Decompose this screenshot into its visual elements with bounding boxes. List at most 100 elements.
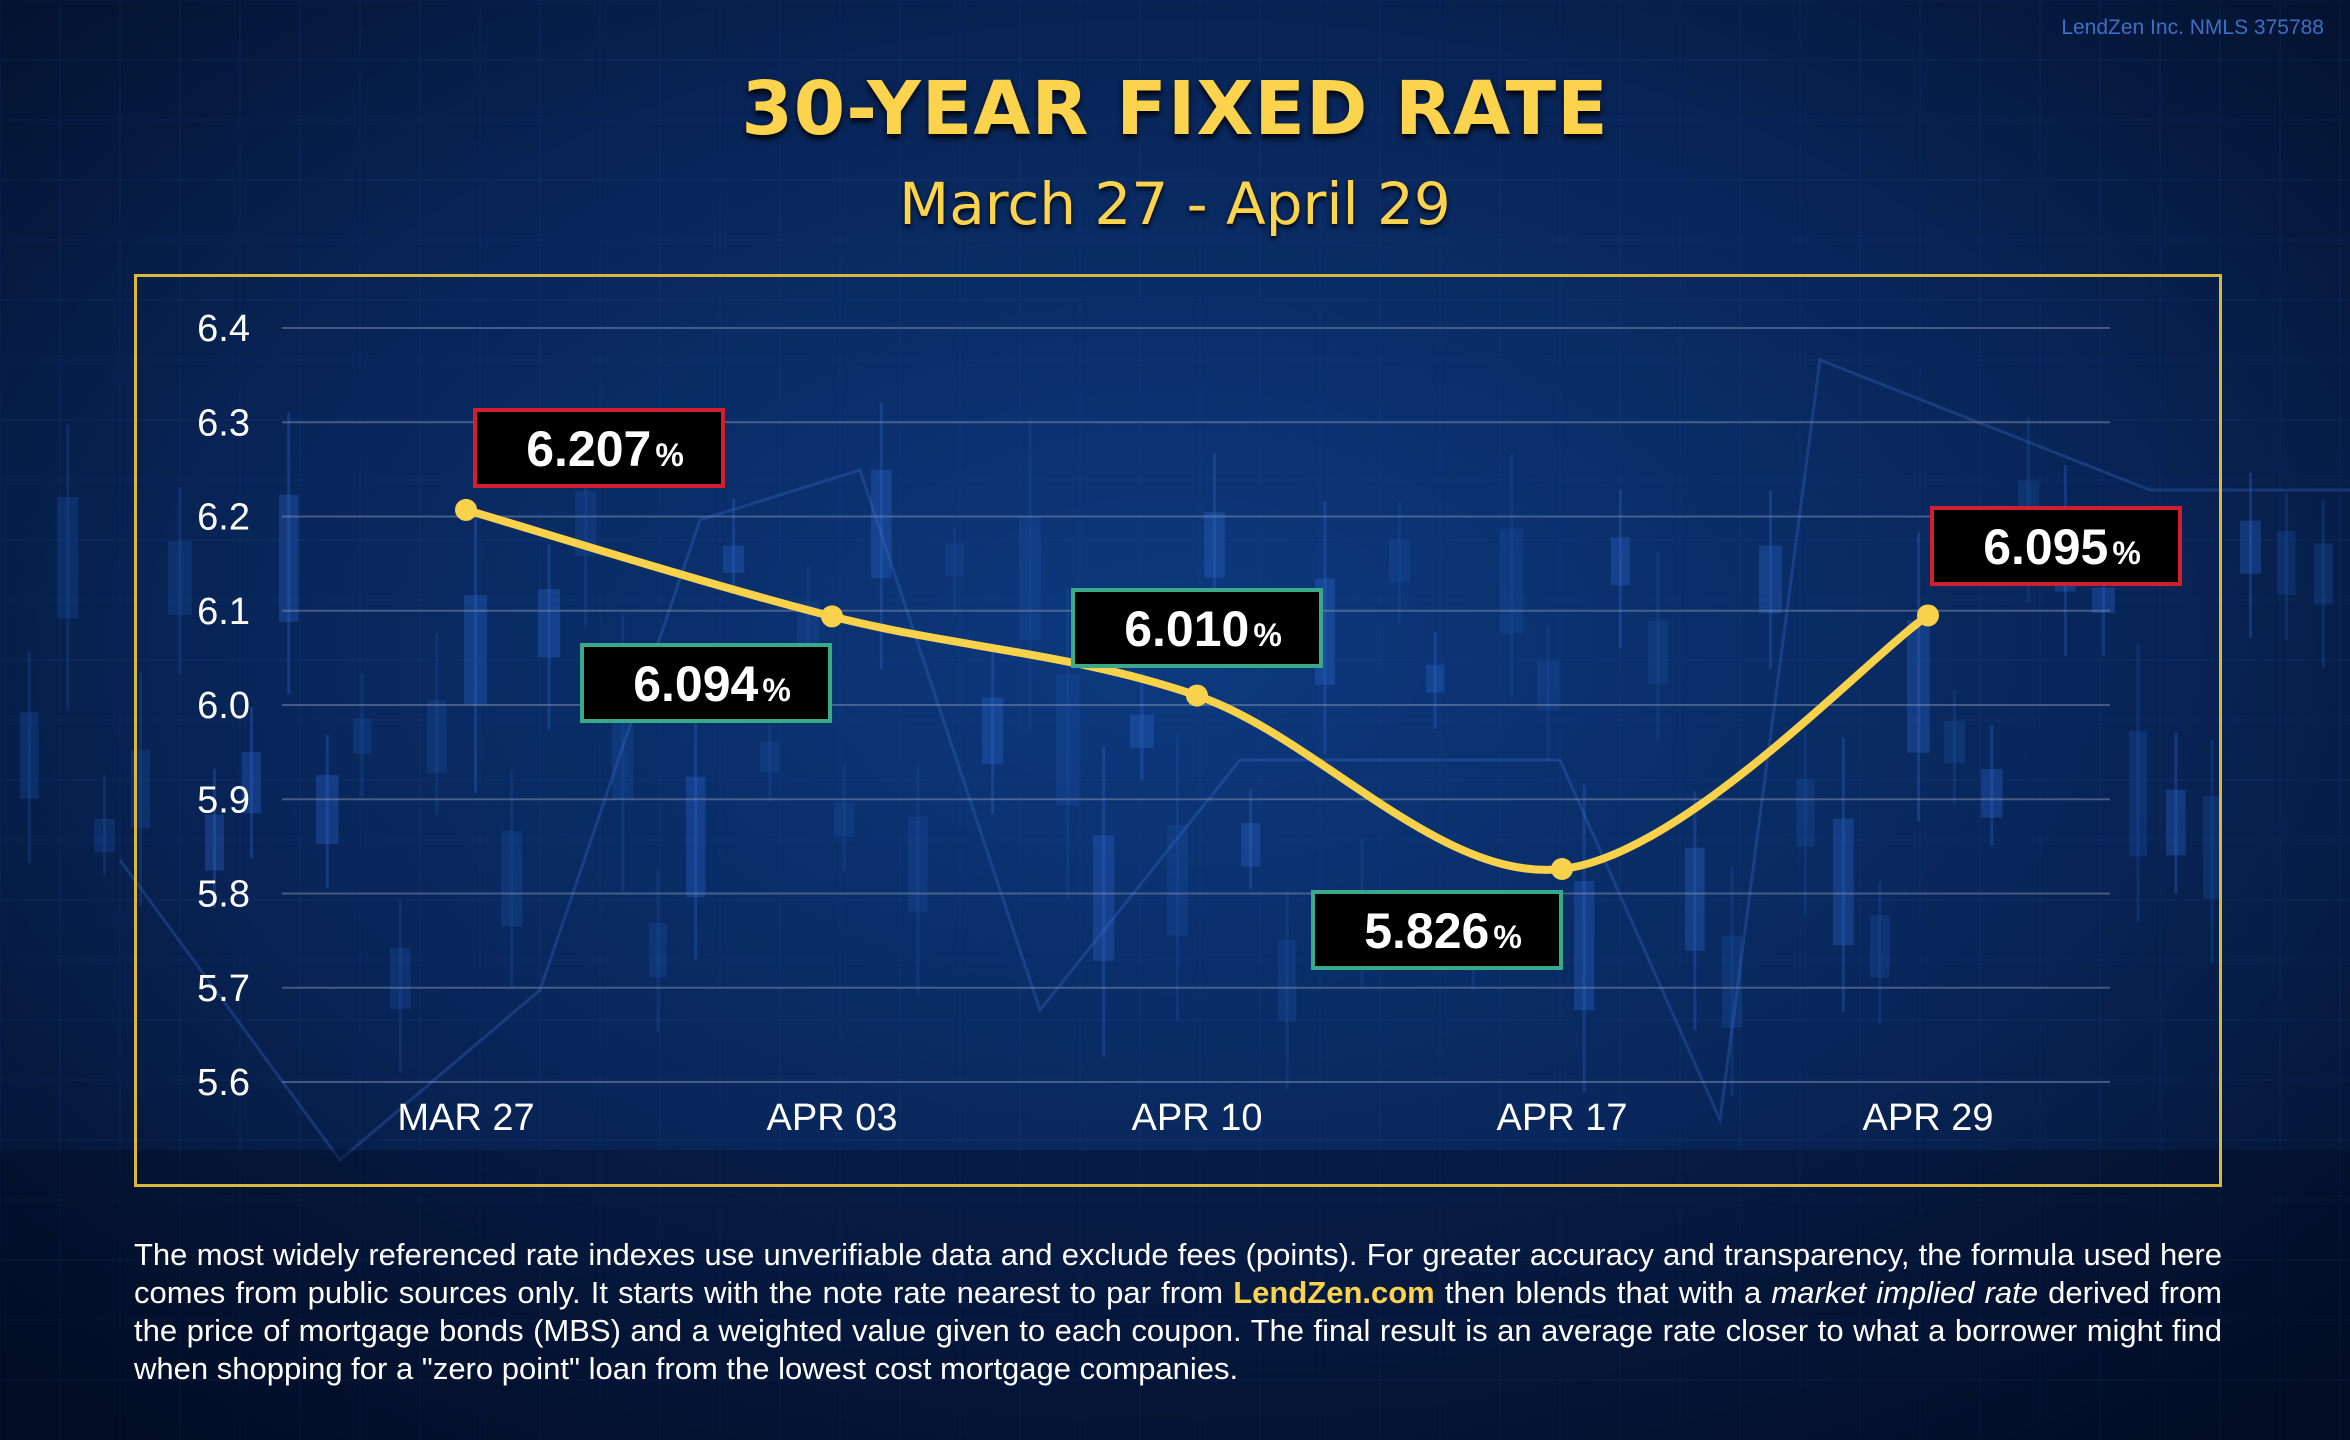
background-candle-body <box>20 712 39 799</box>
data-label-box <box>1311 890 1563 970</box>
methodology-disclaimer: The most widely referenced rate indexes … <box>134 1236 2222 1388</box>
nmls-label: LendZen Inc. NMLS 375788 <box>2061 16 2324 39</box>
background-candle-body <box>1167 824 1189 936</box>
background-candle-body <box>316 774 339 845</box>
background-candle-body <box>2166 789 2186 856</box>
background-candle-body <box>2092 587 2116 613</box>
background-candle-body <box>2277 530 2296 595</box>
data-label: 5.826% <box>1311 890 1563 970</box>
chart-subtitle: March 27 - April 29 <box>899 170 1451 238</box>
background-candle-body <box>168 541 192 615</box>
data-label: 6.094% <box>580 643 832 723</box>
y-tick-label: 6.4 <box>197 308 250 350</box>
background-candle-body <box>94 818 115 853</box>
background-candle-body <box>1426 664 1445 693</box>
background-candle-body <box>1056 674 1080 806</box>
background-candle-body <box>1648 620 1668 685</box>
data-label-box <box>1071 588 1323 668</box>
background-candle-body <box>1870 914 1890 978</box>
data-label-box <box>1930 506 2182 586</box>
chart-frame <box>134 274 2222 1187</box>
background-candle-body <box>1722 935 1743 1028</box>
background-candle-body <box>501 831 523 927</box>
background-candle-body <box>1944 721 1965 764</box>
background-candle-body <box>353 718 372 754</box>
background-candle-body <box>2129 730 2148 857</box>
background-candle-body <box>1130 714 1154 748</box>
background-candle-body <box>2240 520 2261 574</box>
lendzen-brand-link[interactable]: LendZen.com <box>1233 1275 1435 1310</box>
background-candle-body <box>1833 818 1854 946</box>
background-candle-body <box>242 751 261 814</box>
data-point <box>455 498 477 521</box>
data-label-text: 6.094% <box>633 656 791 712</box>
background-candle-body <box>575 491 597 556</box>
disclaimer-text-2: then blends that with a <box>1434 1275 1772 1310</box>
background-candle-body <box>1204 512 1225 578</box>
data-point <box>821 605 843 628</box>
data-point <box>1551 857 1573 880</box>
background-candle-body <box>1611 537 1630 586</box>
disclaimer-emphasis: market implied rate <box>1771 1275 2039 1310</box>
y-tick-label: 6.1 <box>197 591 250 633</box>
background-candle-body <box>982 697 1004 765</box>
x-tick-label: APR 10 <box>1132 1097 1263 1139</box>
background-bottom-shade <box>0 1150 2350 1440</box>
data-label-text: 6.095% <box>1983 519 2141 575</box>
data-label-box <box>473 408 725 488</box>
y-tick-label: 5.7 <box>197 968 250 1010</box>
background-candle-body <box>1574 881 1595 1011</box>
data-label-text: 6.010% <box>1124 601 1282 657</box>
background-candle-body <box>205 814 225 871</box>
y-tick-label: 5.8 <box>197 874 250 916</box>
background-candle-body <box>945 543 965 577</box>
background-candle-body <box>1019 515 1041 640</box>
background-candle-body <box>464 595 488 705</box>
data-label: 6.207% <box>473 408 725 488</box>
background-candle-body <box>871 469 892 579</box>
background-candle-body <box>1759 545 1782 614</box>
background-candle-body <box>538 589 561 658</box>
background-candle-body <box>1241 823 1261 867</box>
background-candle-body <box>1500 528 1524 634</box>
x-tick-label: MAR 27 <box>397 1097 534 1139</box>
data-label-text: 5.826% <box>1364 903 1522 959</box>
y-tick-label: 5.9 <box>197 779 250 821</box>
data-label-box <box>580 643 832 723</box>
data-label: 6.095% <box>1930 506 2182 586</box>
disclaimer-text-1: The most widely referenced rate indexes … <box>134 1237 2222 1310</box>
y-tick-label: 6.3 <box>197 402 250 444</box>
background-candle-body <box>760 741 780 773</box>
background-candle-body <box>1796 779 1815 847</box>
background-candle-body <box>1537 660 1560 711</box>
y-tick-label: 6.2 <box>197 497 250 539</box>
background-candle-body <box>2314 543 2333 605</box>
background-candle-body <box>2203 795 2222 899</box>
data-point <box>1186 684 1208 707</box>
background-candle-body <box>1389 539 1410 583</box>
data-label-text: 6.207% <box>526 421 684 477</box>
background-candle-body <box>723 545 745 573</box>
background-candle-body <box>427 699 447 774</box>
x-tick-label: APR 03 <box>767 1097 898 1139</box>
x-tick-label: APR 17 <box>1497 1097 1628 1139</box>
background-candle-body <box>1981 768 2003 818</box>
background-candle-body <box>686 776 706 898</box>
background-candle-body <box>834 802 855 837</box>
background-candle-body <box>1685 847 1705 951</box>
background-candle-body <box>390 948 411 1009</box>
disclaimer-text-3: derived from the price of mortgage bonds… <box>134 1275 2222 1386</box>
background-candle-body <box>279 494 299 622</box>
background-trend-line <box>118 357 2350 1163</box>
x-tick-label: APR 29 <box>1863 1097 1994 1139</box>
chart-title: 30-YEAR FIXED RATE <box>741 66 1609 152</box>
data-label: 6.010% <box>1071 588 1323 668</box>
background-candle-body <box>908 816 928 912</box>
background-candle-body <box>57 496 79 619</box>
background-candle-body <box>1093 835 1115 961</box>
data-point <box>1917 604 1939 627</box>
background-candle-body <box>1907 620 1930 753</box>
